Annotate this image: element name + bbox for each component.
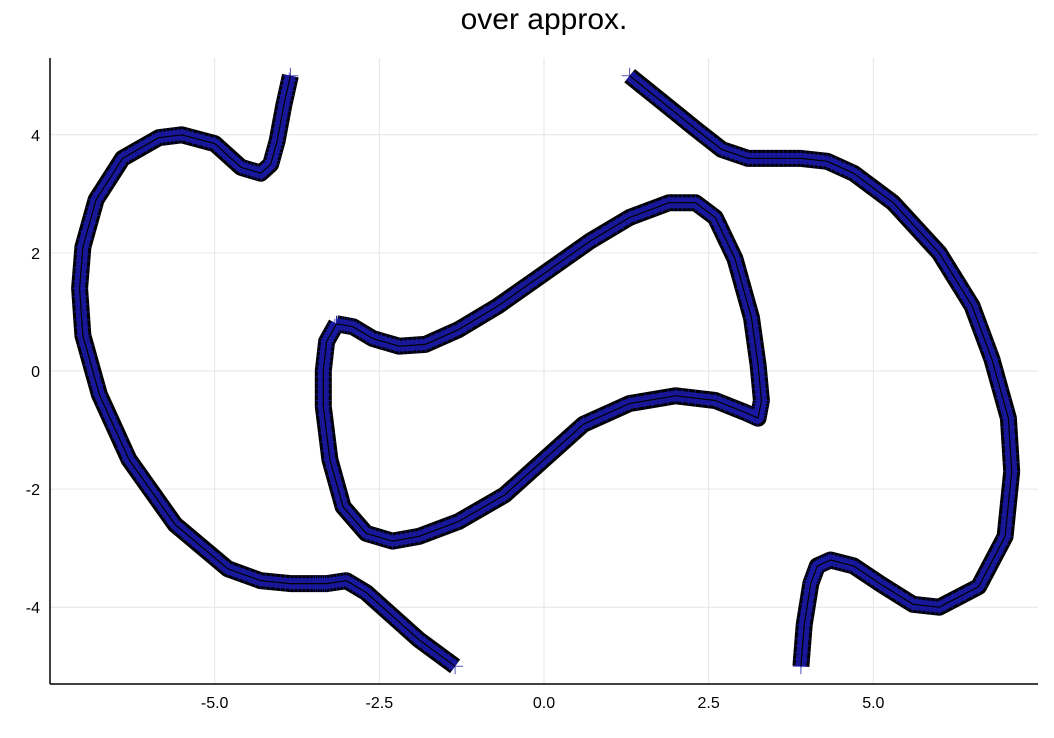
tick-labels: -5.0 -2.5 0.0 2.5 5.0 4 2 0 -2 -4 [26,128,885,712]
y-tick-label: 0 [31,364,40,381]
trajectory-line [322,202,762,542]
curve-series-3 [314,194,770,550]
chart-title: over approx. [460,3,628,36]
x-tick-label: -5.0 [201,695,229,712]
y-tick-label: 2 [31,246,40,263]
y-tick-label: -4 [26,600,40,617]
series-layer [71,67,1021,675]
reach-set-overlay [317,197,767,547]
trajectory-line [79,75,456,667]
x-tick-label: 2.5 [698,695,720,712]
y-tick-label: 4 [31,128,40,145]
curve-series-1 [71,67,464,675]
axes [49,58,1038,685]
grid-lines [50,58,1038,684]
y-tick-label: -2 [26,482,40,499]
x-tick-label: -2.5 [366,695,394,712]
trajectory-line [629,75,1013,667]
curve-series-2 [621,67,1021,675]
x-tick-label: 0.0 [533,695,555,712]
reach-set-band [314,194,770,550]
x-tick-label: 5.0 [862,695,884,712]
